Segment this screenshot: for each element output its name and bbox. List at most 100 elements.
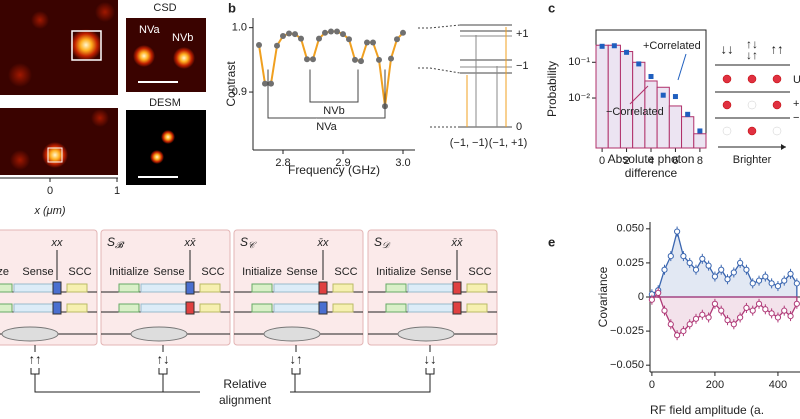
state-label: (−1, −1): [450, 137, 489, 149]
y-tick-label: 10⁻²: [568, 92, 590, 104]
x-tick-label: 3.0: [395, 157, 410, 169]
x-tick-label: 6: [672, 155, 678, 167]
caption: Brighter: [733, 154, 772, 166]
data-point: [730, 321, 737, 328]
data-point: [346, 36, 352, 43]
label: NVb: [172, 32, 193, 44]
x-axis-label: Frequency (GHz): [288, 163, 380, 177]
bracket: [30, 368, 40, 375]
data-point: [334, 28, 340, 35]
step-bar: [681, 116, 695, 149]
x-axis-label: RF field amplitude (a.: [650, 403, 764, 417]
panel-label: b: [228, 0, 236, 15]
data-point: [692, 315, 700, 322]
step-bar: [607, 44, 621, 149]
y-tick-label: −0.025: [610, 325, 644, 337]
bracket: [34, 374, 431, 393]
data-point: [718, 307, 725, 314]
y-tick-label: 0.025: [616, 257, 644, 269]
data-point: [699, 311, 706, 318]
panel-d: ize Sense SCC xx ↑↑ S𝓑 Initialize Sense SCC xx̄ ↑↓…: [0, 229, 498, 407]
data-point: [262, 80, 268, 87]
y-axis-label: Probability: [545, 61, 559, 117]
data-point: [686, 321, 693, 328]
step-label: Sense: [420, 266, 451, 278]
legend-label: −Correlated: [606, 106, 664, 118]
step-label: SCC: [334, 266, 357, 278]
axis-label: x (μm): [33, 205, 65, 217]
data-point: [774, 314, 782, 321]
data-point: [340, 31, 346, 38]
data-point: [749, 280, 756, 287]
data-point: [674, 332, 681, 339]
data-point: [787, 270, 794, 277]
data-point: [364, 39, 370, 46]
pulse: [0, 283, 13, 293]
pulse: [251, 283, 273, 293]
data-point: [268, 80, 274, 87]
step-label: ize: [0, 266, 9, 278]
panel-label: c: [548, 0, 555, 15]
rf-drive: [397, 326, 455, 342]
data-point: [316, 35, 322, 42]
spin-label: ↑↓ ↓↑: [746, 37, 758, 62]
alignment-label: ↑↓: [157, 351, 170, 366]
step-bar: [619, 51, 634, 149]
pulse: [407, 303, 454, 313]
label: −: [793, 112, 799, 124]
data-point: [737, 259, 744, 267]
step-bar: [693, 133, 707, 149]
spin-label: ↓↓: [721, 41, 734, 56]
x-tick-label: 2: [623, 155, 629, 167]
data-point: [705, 262, 712, 269]
data-point: [768, 280, 775, 287]
data-point: [718, 266, 725, 273]
bracket: [425, 368, 435, 375]
pulse: [199, 303, 221, 313]
step-label: SCC: [68, 266, 91, 278]
data-point: [781, 307, 788, 314]
data-point: [699, 255, 706, 262]
data-point: [376, 56, 382, 63]
y-tick-label: −0.050: [610, 359, 644, 371]
x-tick-label: 0: [649, 379, 655, 391]
data-point: [648, 296, 655, 303]
step-bar: [595, 44, 609, 149]
pulse: [385, 303, 407, 313]
label: NVa: [139, 24, 160, 36]
data-point: [672, 94, 678, 100]
panel-a: 0 1 x (μm) CSD NVa NVb DESM: [0, 0, 206, 217]
x-tick-label: 4: [648, 155, 654, 167]
y-tick-label: 10⁻¹: [568, 56, 590, 68]
bracket: [267, 69, 386, 119]
tick-label: 0: [47, 185, 53, 197]
step-label: Initialize: [242, 266, 282, 278]
sequence-name: S𝒟: [374, 235, 391, 250]
gate-label: x̄x: [317, 237, 330, 249]
gate: [318, 281, 328, 295]
fit-line: [258, 30, 404, 107]
annotation: NVb: [323, 105, 344, 117]
x-tick-label: 2.9: [335, 157, 350, 169]
data-point: [328, 28, 334, 35]
x-tick-label: 8: [697, 155, 703, 167]
label: +: [793, 98, 799, 110]
bracket: [291, 368, 301, 375]
data-point: [680, 252, 687, 260]
step-bar: [668, 105, 683, 149]
pulse: [273, 283, 320, 293]
data-point: [787, 312, 794, 320]
alignment-label: ↑↑: [29, 351, 42, 366]
x-axis-label: Absolute photon: [608, 152, 695, 166]
x-tick-label: 0: [599, 155, 605, 167]
alignment-label: ↓↓: [424, 351, 437, 366]
data-point: [743, 304, 750, 312]
data-point: [762, 306, 769, 313]
caption: Relative: [223, 377, 267, 391]
data-point: [636, 61, 642, 67]
pulse: [273, 303, 320, 313]
rf-drive: [263, 326, 321, 342]
data-point: [256, 42, 262, 49]
data-point: [768, 310, 775, 317]
